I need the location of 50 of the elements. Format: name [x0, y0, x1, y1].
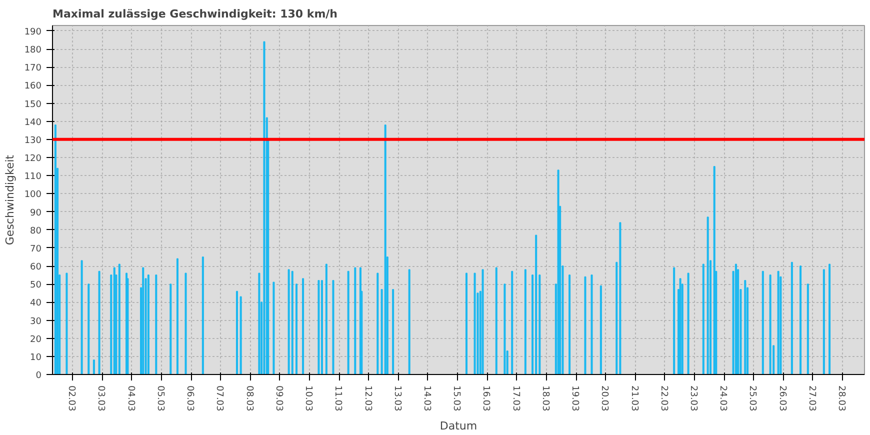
x-tick-label: 26.03: [776, 386, 787, 412]
y-axis-title: Geschwindigkeit: [3, 154, 16, 246]
x-tick-label: 25.03: [747, 386, 758, 412]
x-tick-label: 14.03: [421, 386, 432, 412]
x-tick-label: 09.03: [273, 386, 284, 412]
x-tick-label: 28.03: [836, 386, 846, 412]
y-tick-label: 90: [30, 208, 42, 218]
x-tick-label: 18.03: [540, 386, 550, 412]
x-tick-label: 07.03: [214, 386, 224, 412]
x-axis-title: Datum: [440, 419, 478, 432]
x-tick-label: 23.03: [688, 386, 698, 412]
y-tick-label: 30: [30, 316, 42, 327]
x-tick-label: 03.03: [96, 386, 106, 412]
x-tick-label: 27.03: [806, 386, 816, 412]
y-tick-label: 120: [24, 154, 42, 164]
x-tick-label: 08.03: [244, 386, 254, 412]
y-tick-label: 190: [24, 27, 42, 38]
x-tick-label: 20.03: [599, 386, 610, 412]
x-tick-label: 02.03: [66, 386, 76, 412]
y-tick-label: 110: [24, 172, 42, 182]
x-tick-label: 11.03: [332, 386, 343, 412]
x-tick-label: 24.03: [718, 386, 728, 412]
y-tick-label: 50: [30, 280, 42, 291]
x-tick-label: 04.03: [125, 386, 136, 412]
x-tick-label: 13.03: [392, 386, 402, 412]
y-tick-label: 180: [24, 46, 42, 56]
x-tick-label: 17.03: [510, 386, 520, 412]
y-tick-label: 170: [24, 64, 42, 74]
x-tick-label: 12.03: [362, 386, 372, 412]
y-tick-label: 160: [24, 82, 42, 92]
y-tick-label: 40: [30, 298, 42, 309]
y-tick-label: 80: [30, 226, 42, 236]
y-tick-label: 130: [24, 136, 42, 146]
x-tick-label: 06.03: [184, 386, 195, 412]
x-tick-label: 05.03: [154, 386, 165, 412]
y-tick-label: 70: [30, 244, 42, 254]
chart-title: Maximal zulässige Geschwindigkeit: 130 km/h: [52, 8, 338, 20]
y-tick-label: 150: [24, 100, 42, 110]
x-tick-label: 10.03: [303, 386, 314, 412]
x-tick-label: 15.03: [451, 386, 462, 412]
x-tick-label: 21.03: [628, 386, 639, 412]
x-tick-label: 16.03: [480, 386, 491, 412]
y-tick-label: 100: [24, 190, 42, 200]
y-tick-label: 0: [36, 371, 42, 381]
y-tick-label: 60: [30, 262, 42, 273]
y-tick-label: 140: [24, 118, 42, 128]
y-tick-label: 10: [30, 352, 42, 363]
y-tick-label: 20: [30, 334, 42, 345]
x-tick-label: 19.03: [570, 386, 580, 412]
x-tick-label: 22.03: [658, 386, 668, 412]
